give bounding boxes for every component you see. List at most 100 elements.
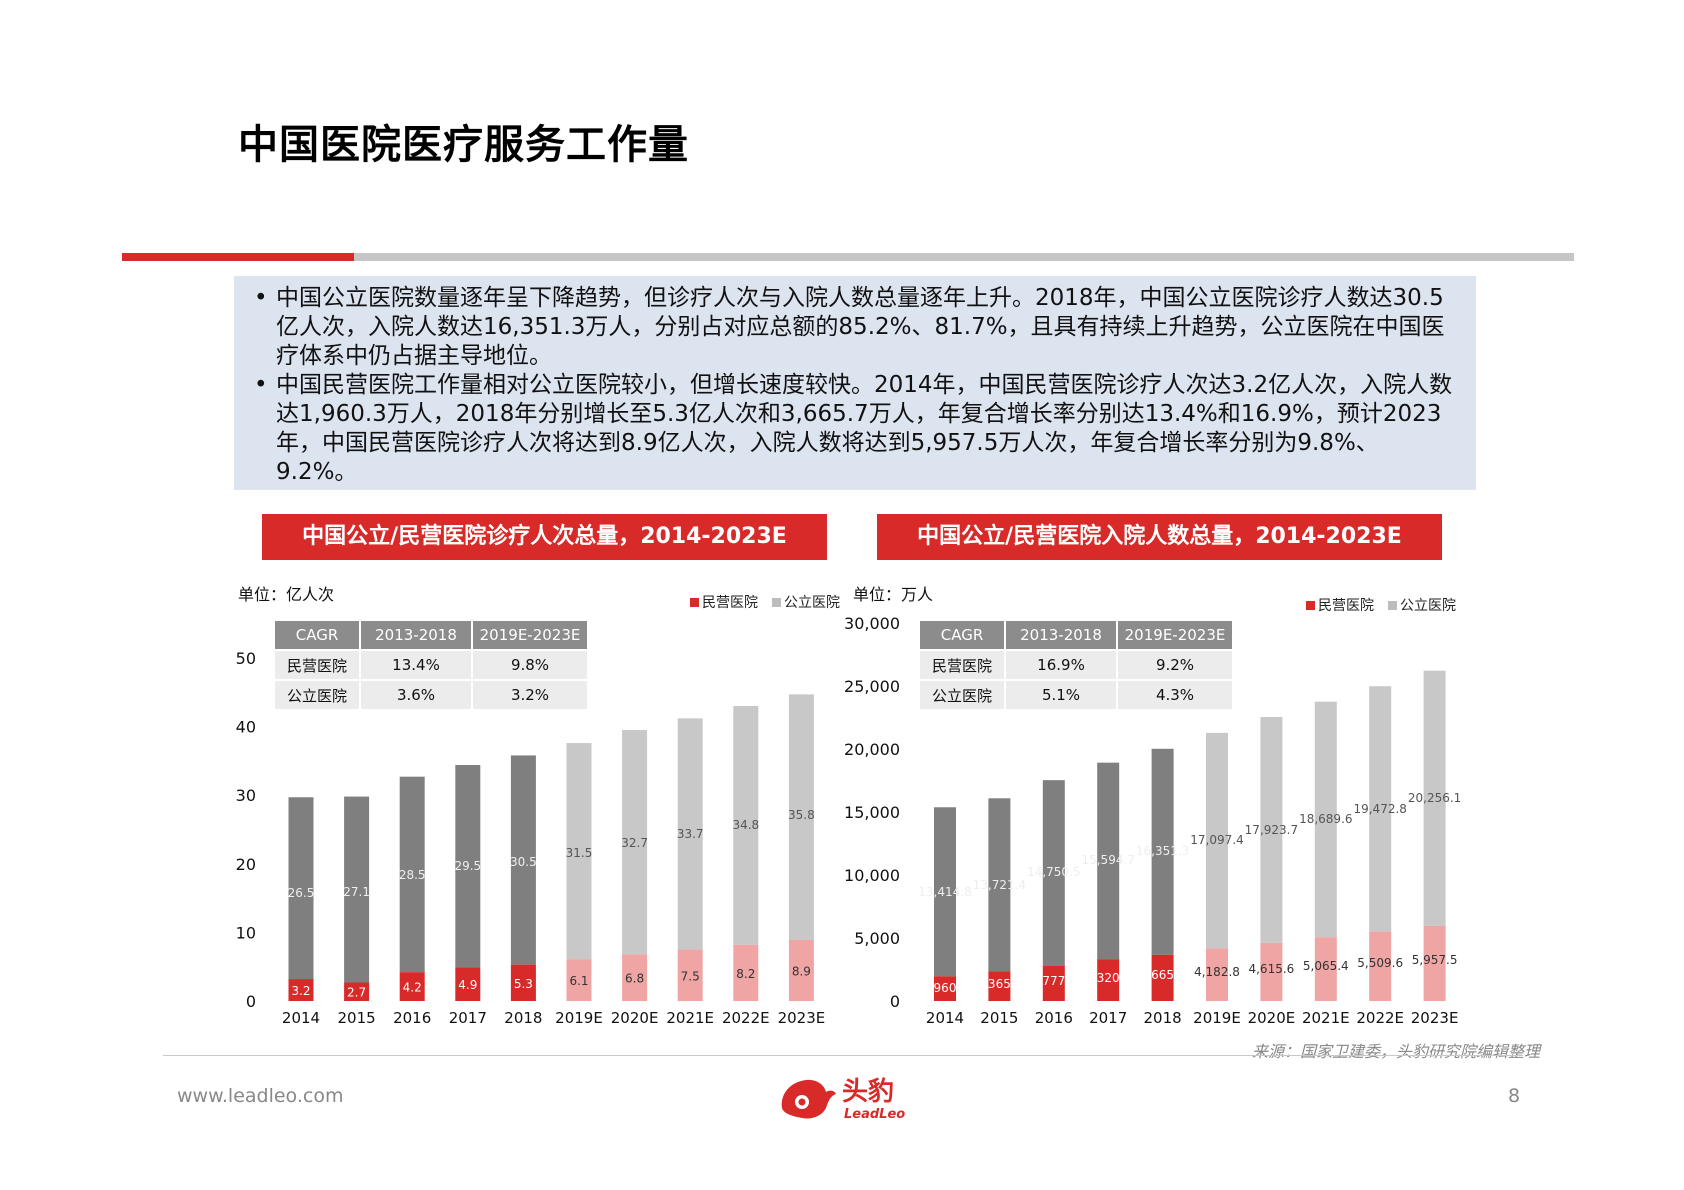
table-header: CAGR: [920, 621, 1004, 649]
chart2-data-label-public: 20,256.1: [1408, 791, 1461, 805]
chart2-data-label-private: 3,665.7: [1140, 968, 1186, 982]
table-cell: 13.4%: [361, 651, 471, 679]
chart1-x-tick-label: 2023E: [778, 1009, 826, 1027]
chart1-bar-public: [566, 743, 592, 960]
chart1-bar-private: [288, 979, 314, 1001]
table-row: 公立医院 3.6% 3.2%: [275, 681, 587, 709]
table-header: CAGR: [275, 621, 359, 649]
legend-swatch: [772, 597, 781, 607]
legend-swatch: [1388, 600, 1397, 610]
chart1-bar-private: [455, 967, 481, 1001]
chart2-data-label-public: 18,689.6: [1299, 812, 1352, 826]
chart1-y-tick-label: 20: [236, 855, 256, 874]
chart1-bar-private: [510, 964, 536, 1001]
page-number: 8: [1508, 1085, 1521, 1107]
chart2-bar-public: [1206, 732, 1228, 949]
chart1-data-label-public: 31.5: [566, 846, 593, 860]
logo-cn-text: 头豹: [842, 1076, 894, 1107]
chart1-data-label-private: 4.2: [403, 981, 422, 995]
chart1-data-label-private: 6.8: [625, 972, 644, 986]
logo-en-text: LeadLeo: [844, 1107, 905, 1122]
chart2-bar-public: [1369, 686, 1392, 932]
chart2-bar-private: [1097, 959, 1120, 1001]
chart2-data-label-private: 4,182.8: [1194, 965, 1240, 979]
table-cell: 5.1%: [1006, 681, 1116, 709]
chart2-y-tick-label: 10,000: [844, 866, 900, 885]
chart2-data-label-private: 5,509.6: [1357, 956, 1403, 970]
leadleo-logo: 头豹 LeadLeo: [776, 1068, 926, 1124]
chart1-y-tick-label: 30: [236, 786, 256, 805]
chart2-unit: 单位：万人: [853, 585, 934, 604]
table-header: 2013-2018: [1006, 621, 1116, 649]
leopard-mark: [781, 1079, 836, 1119]
chart1-x-tick-label: 2022E: [722, 1009, 770, 1027]
chart1-bar-public: [288, 797, 314, 980]
chart1-bar-private: [788, 939, 814, 1001]
table-cell: 民营医院: [920, 651, 1004, 679]
table-cell: 民营医院: [275, 651, 359, 679]
chart1-x-tick-label: 2016: [393, 1009, 431, 1027]
chart1-bar-private: [677, 949, 703, 1001]
chart1-unit: 单位：亿人次: [238, 585, 335, 604]
chart2-bar-private: [1151, 954, 1174, 1001]
table-row: 民营医院 13.4% 9.8%: [275, 651, 587, 679]
summary-bullet-private: 中国民营医院工作量相对公立医院较小，但增长速度较快。2014年，中国民营医院诊疗…: [244, 371, 1456, 487]
chart1-bar-public: [733, 706, 759, 945]
chart2-y-tick-label: 25,000: [844, 677, 900, 696]
chart1-title: 中国公立/民营医院诊疗人次总量，2014-2023E: [262, 514, 827, 560]
chart2-y-tick-label: 5,000: [854, 929, 900, 948]
chart1-data-label-public: 27.1: [343, 885, 370, 899]
chart2-y-tick-label: 30,000: [844, 614, 900, 633]
chart1-data-label-public: 35.8: [788, 808, 815, 822]
chart2-x-tick-label: 2015: [980, 1009, 1018, 1027]
table-header: 2019E-2023E: [473, 621, 587, 649]
chart1-bar-public: [788, 694, 814, 940]
chart1-data-label-private: 2.7: [347, 986, 366, 1000]
chart2-legend-public: 公立医院: [1388, 595, 1456, 615]
chart2-x-tick-label: 2023E: [1411, 1009, 1459, 1027]
chart1-x-tick-label: 2021E: [666, 1009, 714, 1027]
chart2-bar-private: [1314, 937, 1337, 1001]
source-note: 来源：国家卫建委，头豹研究院编辑整理: [1251, 1042, 1540, 1061]
chart2-data-label-private: 3,320.7: [1085, 971, 1131, 985]
legend-label: 公立医院: [784, 595, 840, 611]
header-divider-accent: [122, 253, 354, 261]
chart1-x-tick-label: 2017: [449, 1009, 487, 1027]
chart1-data-label-public: 29.5: [454, 859, 481, 873]
chart2-bar-public: [1151, 748, 1174, 955]
header-divider: [122, 253, 1574, 261]
chart1-data-label-private: 7.5: [681, 969, 700, 983]
chart2-legend-private: 民营医院: [1306, 595, 1374, 615]
chart2-data-label-public: 13,721.4: [973, 878, 1026, 892]
chart1-x-tick-label: 2020E: [611, 1009, 659, 1027]
chart1-bar-private: [399, 972, 425, 1001]
chart2-bar-private: [1206, 948, 1228, 1001]
table-header-row: CAGR 2013-2018 2019E-2023E: [920, 621, 1232, 649]
chart1-bar-private: [622, 954, 648, 1001]
table-cell: 9.8%: [473, 651, 587, 679]
chart1-data-label-private: 8.2: [736, 967, 755, 981]
chart2-data-label-private: 2,365.4: [976, 977, 1022, 991]
chart1-y-tick-label: 40: [236, 718, 256, 737]
chart1-bar-public: [344, 796, 370, 983]
chart1-data-label-private: 8.9: [792, 964, 811, 978]
summary-bullet-public: 中国公立医院数量逐年呈下降趋势，但诊疗人次与入院人数总量逐年上升。2018年，中…: [244, 284, 1456, 371]
table-row: 公立医院 5.1% 4.3%: [920, 681, 1232, 709]
chart2-data-label-public: 13,414.8: [918, 885, 971, 899]
chart1-y-tick-label: 50: [236, 649, 256, 668]
chart1-x-tick-label: 2015: [338, 1009, 376, 1027]
table-cell: 公立医院: [275, 681, 359, 709]
chart1-legend-private: 民营医院: [690, 592, 758, 612]
chart2-data-label-private: 5,957.5: [1412, 953, 1458, 967]
chart1-data-label-public: 30.5: [510, 855, 537, 869]
chart2-bar-private: [1042, 966, 1065, 1001]
table-cell: 3.6%: [361, 681, 471, 709]
website-link[interactable]: www.leadleo.com: [177, 1085, 344, 1107]
legend-swatch: [690, 597, 699, 607]
table-cell: 9.2%: [1118, 651, 1232, 679]
chart2-data-label-public: 15,594.7: [1081, 853, 1134, 867]
chart2-x-tick-label: 2018: [1144, 1009, 1182, 1027]
legend-label: 民营医院: [1318, 598, 1374, 614]
